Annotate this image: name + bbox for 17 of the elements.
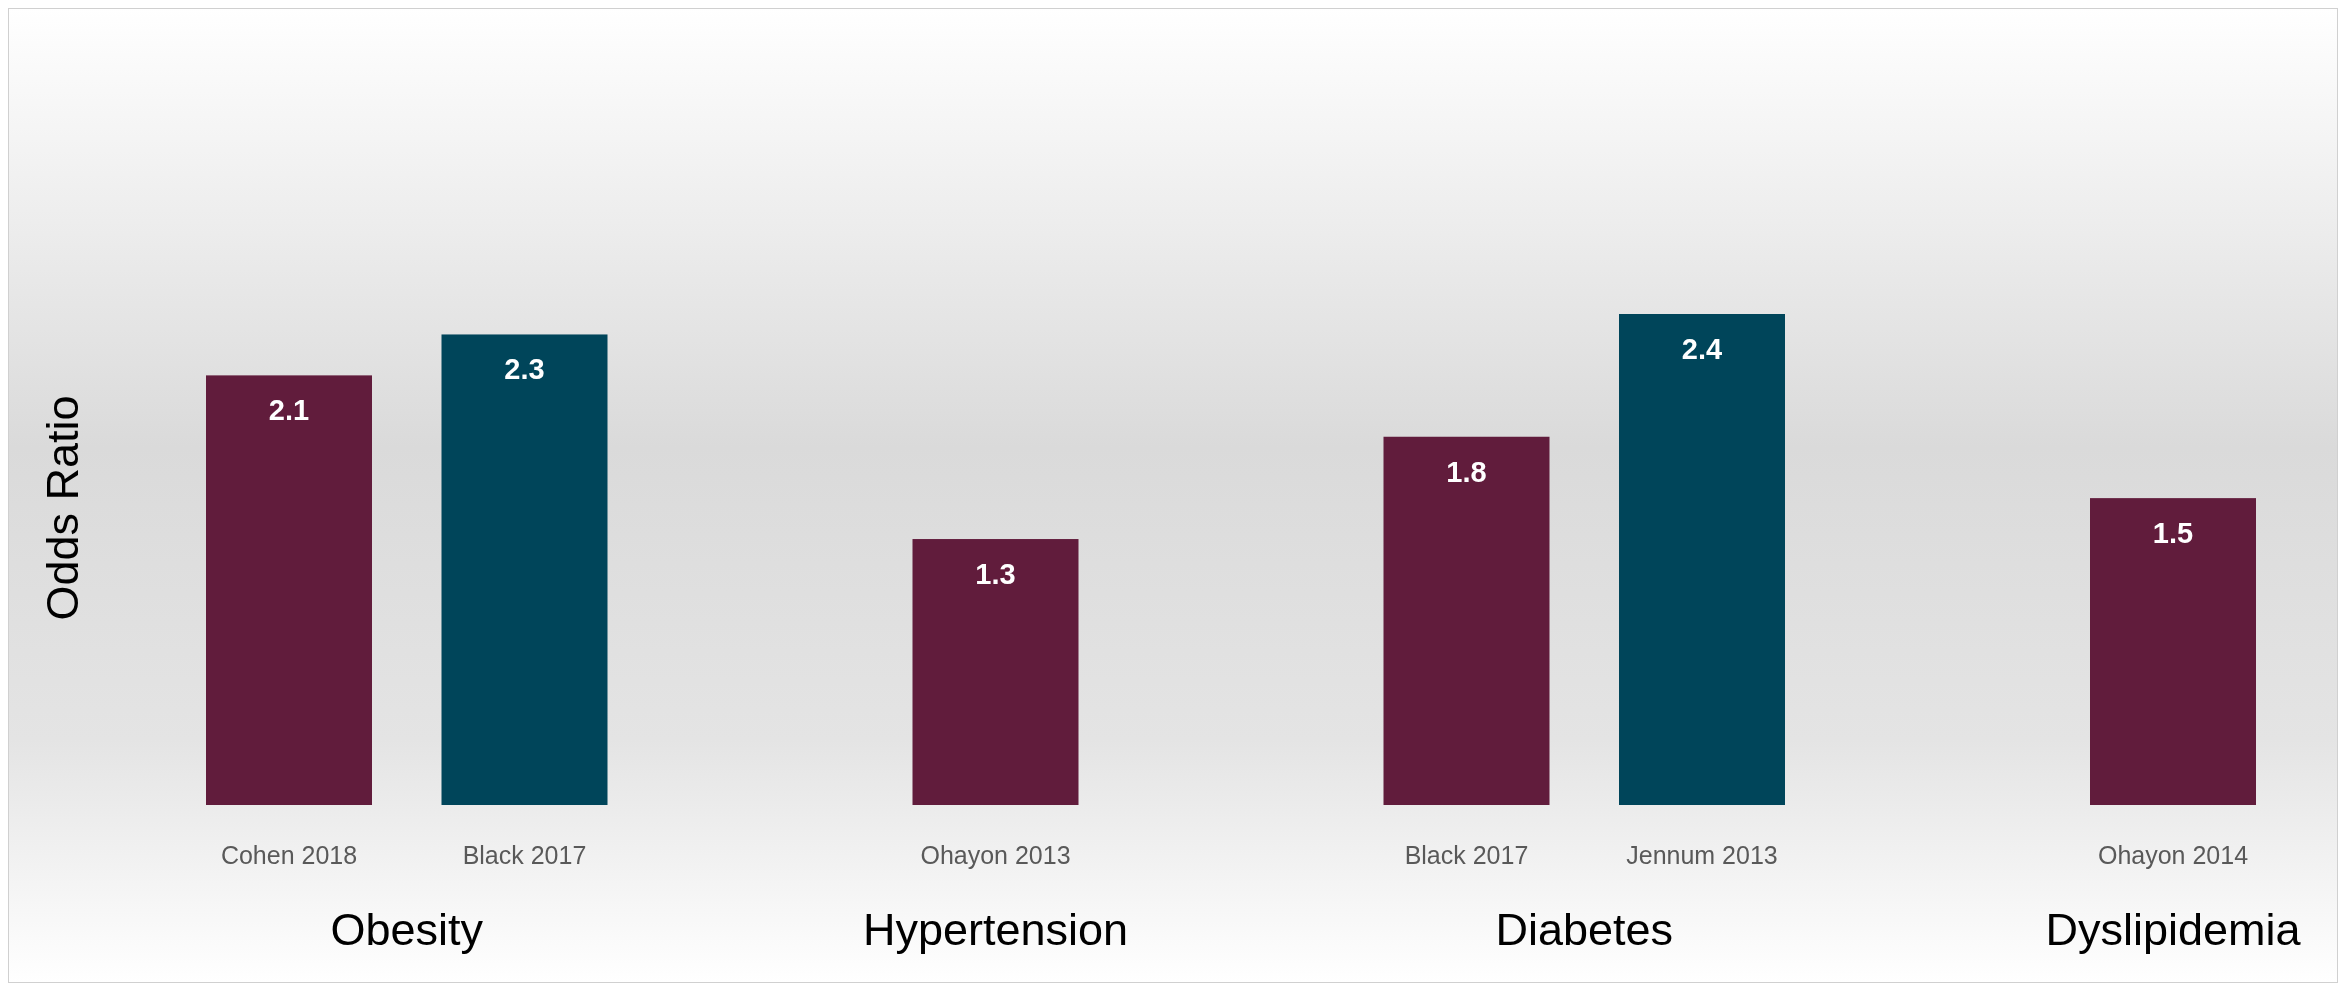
x-tick-label: Ohayon 2014 [2097,841,2249,869]
data-label: 2.1 [268,394,310,427]
x-tick-label: Black 2017 [462,841,587,869]
x-tick-label: Ohayon 2013 [920,841,1071,869]
x-tick-label: Black 2017 [1404,841,1529,869]
data-label: 1.3 [975,558,1016,591]
text: Hypertension [862,904,1129,955]
y-axis-title: Odds Ratio [37,395,88,621]
text: Obesity [330,904,484,955]
x-tick-label: Cohen 2018 [220,841,358,869]
x-tick-label: Jennum 2013 [1626,841,1778,869]
data-label: 1.8 [1446,455,1487,488]
text: Diabetes [1495,904,1674,955]
text: Dyslipidemia [2045,904,2302,955]
data-label: 2.4 [1681,333,1723,365]
data-label: 1.5 [2152,517,2194,550]
data-label: 2.3 [504,353,545,386]
